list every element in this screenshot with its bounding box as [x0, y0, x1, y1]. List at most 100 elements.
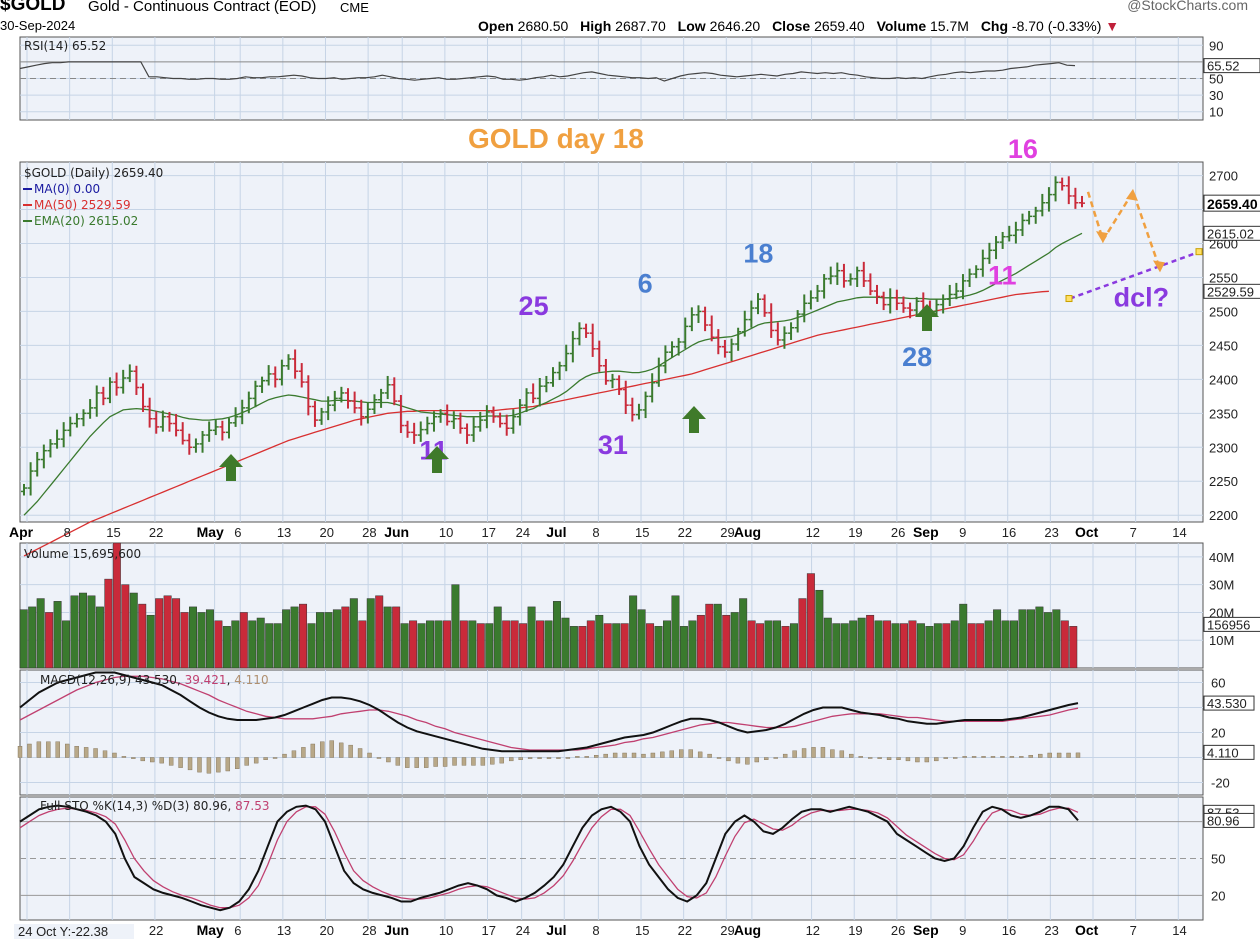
volume-bar [569, 626, 578, 669]
projection-marker [1065, 295, 1073, 303]
volume-bar [87, 595, 96, 669]
chg-label: Chg [980, 18, 1009, 34]
volume-bar [155, 598, 164, 669]
volume-bar [383, 606, 392, 669]
macd-label: MACD(12,26,9) 43.530, 39.421, 4.110 [40, 673, 269, 687]
bottom-x-axis-label: 13 [277, 923, 291, 938]
bottom-x-axis-label: 9 [959, 923, 966, 938]
cycle-annotation: 28 [902, 342, 932, 372]
bottom-x-axis-label: Oct [1075, 922, 1099, 938]
volume-bar [121, 584, 130, 669]
volume-label: Volume [876, 18, 927, 34]
macd-histogram-bar [442, 757, 448, 767]
price-tick: 2500 [1209, 304, 1238, 319]
macd-histogram-bar [650, 752, 656, 758]
low-value: 2646.20 [709, 18, 761, 34]
macd-histogram-bar [905, 757, 911, 762]
ma-value-box [1203, 283, 1260, 299]
volume-bar [519, 623, 528, 669]
x-axis-label: 14 [1172, 525, 1186, 540]
volume-bar [502, 620, 511, 669]
volume-bar [315, 612, 324, 669]
volume-bar [485, 623, 494, 669]
macd-histogram-bar [46, 741, 51, 758]
x-axis-label: 8 [592, 525, 599, 540]
macd-histogram-bar [282, 753, 287, 758]
macd-histogram-bar [584, 756, 589, 758]
macd-label-part: 39.421 [185, 673, 227, 687]
ema20-line [23, 232, 1083, 516]
macd-histogram-bar [509, 757, 514, 762]
volume-bar [341, 606, 350, 669]
x-axis-label: 8 [64, 525, 71, 540]
macd-histogram-bar [423, 757, 429, 768]
volume-bar [806, 573, 815, 669]
macd-signal-line [19, 675, 1079, 751]
cycle-annotation: 11 [988, 260, 1017, 290]
bottom-x-axis-label: 15 [635, 923, 649, 938]
bottom-x-axis-label: 14 [1172, 923, 1186, 938]
x-axis-label: 15 [635, 525, 649, 540]
macd-histogram-bar [452, 757, 457, 766]
bottom-x-axis-label: Jun [384, 922, 409, 938]
macd-histogram-bar [499, 757, 504, 764]
volume-bar [832, 623, 841, 669]
sto-label-part: Full STO %K(14,3) %D(3) 80.96, [40, 799, 235, 813]
macd-histogram-bar [622, 752, 627, 758]
volume-bar [900, 623, 908, 669]
volume-bar [129, 592, 138, 669]
bottom-x-axis-label: 23 [1044, 923, 1058, 938]
volume-bar [739, 598, 748, 669]
volume-label: Volume 15,695,600 [24, 547, 141, 561]
bottom-x-axis-label: 28 [362, 923, 376, 938]
macd-histogram-bar [187, 757, 193, 771]
x-axis-label: Jun [384, 524, 409, 540]
macd-histogram-bar [263, 757, 268, 760]
volume-bar [332, 609, 341, 669]
volume-bar [231, 620, 240, 669]
green-up-arrow-icon [425, 446, 449, 473]
macd-histogram-bar [150, 757, 155, 763]
macd-histogram-bar [896, 757, 901, 760]
macd-label-part: 4.110 [234, 673, 268, 687]
macd-histogram-bar [1028, 755, 1033, 758]
volume-bar [781, 626, 790, 669]
high-value: 2687.70 [615, 18, 666, 34]
macd-histogram-bar [782, 753, 788, 758]
bottom-x-axis-label: Sep [913, 922, 939, 938]
macd-histogram-bar [764, 757, 769, 760]
volume-bar [891, 623, 900, 669]
volume-bar [840, 623, 849, 669]
macd-tick: -20 [1211, 776, 1230, 791]
price-tick: 2300 [1209, 440, 1238, 455]
close-label: Close [772, 18, 811, 34]
volume-bar [239, 612, 248, 669]
x-axis-label: 13 [277, 525, 291, 540]
sto-tick: 80.96 [1207, 813, 1240, 828]
volume-bar [62, 620, 71, 669]
sto-d-line [19, 806, 1079, 909]
macd-histogram-bar [603, 753, 608, 758]
volume-bar [773, 620, 782, 669]
macd-histogram-bar [971, 756, 977, 758]
macd-histogram-bar [669, 750, 675, 758]
macd-histogram-bar [697, 751, 703, 758]
cycle-annotation: 18 [743, 239, 773, 269]
volume-bar [468, 620, 477, 669]
macd-label-part: , [227, 673, 235, 687]
volume-bar [451, 584, 460, 669]
bottom-x-axis-label: 10 [439, 923, 453, 938]
exchange-label: CME [340, 0, 369, 15]
macd-histogram-bar [490, 757, 495, 765]
macd-histogram-bar [386, 757, 391, 763]
macd-tick: 4.110 [1207, 745, 1239, 760]
volume-bar [756, 623, 765, 669]
cycle-annotation: 16 [1008, 134, 1038, 164]
macd-histogram-bar [272, 757, 278, 759]
rsi-label: RSI(14) 65.52 [24, 39, 106, 53]
volume-bar [849, 620, 858, 669]
volume-bar [874, 620, 883, 669]
macd-histogram-bar [197, 757, 202, 773]
bottom-x-axis-label: 17 [482, 923, 496, 938]
